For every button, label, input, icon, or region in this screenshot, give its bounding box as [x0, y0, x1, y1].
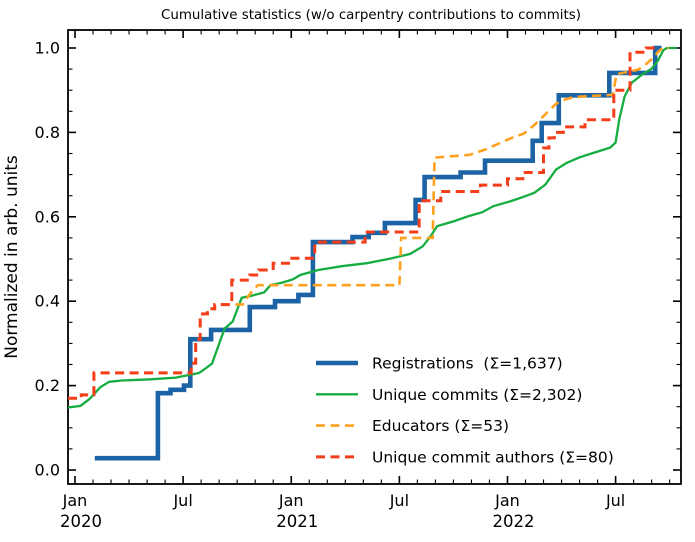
- series-educators-line: [68, 46, 669, 400]
- legend-item-unique-commit-authors: Unique commit authors (Σ=80): [316, 448, 614, 466]
- x-tick-label: Jul: [605, 491, 625, 510]
- y-tick-label: 0.8: [35, 123, 60, 142]
- series-unique-commits-line: [67, 46, 677, 409]
- x-year-label: 2020: [60, 512, 102, 531]
- legend: Registrations (Σ=1,637) Unique commits (Σ…: [316, 355, 614, 466]
- chart-title: Cumulative statistics (w/o carpentry con…: [161, 8, 581, 23]
- x-tick-label: Jan: [494, 491, 520, 510]
- y-tick-label: 0.6: [35, 207, 60, 226]
- x-tick-label: Jul: [389, 491, 409, 510]
- y-axis-label: Normalized in arb. units: [2, 155, 22, 359]
- y-tick-label: 0.2: [35, 376, 60, 395]
- legend-label-unique-commit-authors: Unique commit authors (Σ=80): [372, 448, 614, 466]
- legend-label-unique-commits: Unique commits (Σ=2,302): [372, 386, 582, 404]
- axis-ticks: [68, 30, 681, 484]
- legend-label-registrations: Registrations (Σ=1,637): [372, 355, 563, 373]
- legend-label-educators: Educators (Σ=53): [372, 417, 509, 435]
- legend-item-registrations: Registrations (Σ=1,637): [316, 355, 563, 373]
- y-tick-label: 0.0: [35, 461, 60, 480]
- series-registrations-line: [94, 45, 662, 461]
- series-unique-commit-authors-line: [68, 46, 656, 400]
- x-year-label: 2021: [276, 512, 318, 531]
- x-year-label: 2022: [492, 512, 534, 531]
- x-tick-label: Jan: [278, 491, 304, 510]
- legend-item-unique-commits: Unique commits (Σ=2,302): [316, 386, 582, 404]
- plot-area: Jan 2020 Jul Jan 2021 Jul Jan 2022 Jul 0.0 0.2 0.4 0…: [35, 29, 682, 531]
- x-tick-label: Jul: [172, 491, 192, 510]
- legend-item-educators: Educators (Σ=53): [316, 417, 509, 435]
- y-tick-label: 1.0: [35, 39, 60, 58]
- x-tick-label: Jan: [62, 491, 88, 510]
- axes-frame: [67, 29, 682, 485]
- y-tick-label: 0.4: [35, 292, 60, 311]
